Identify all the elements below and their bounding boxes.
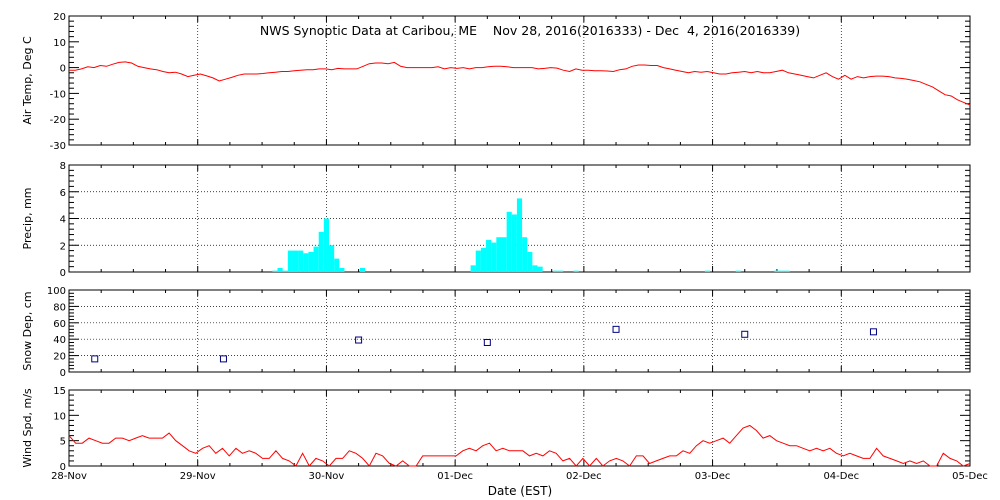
precip-bar: [287, 250, 293, 272]
y-axis-label: Precip, mm: [21, 188, 34, 250]
y-tick-label: 0: [60, 368, 66, 379]
precip-bar: [784, 270, 790, 272]
y-axis-label: Snow Dep, cm: [21, 291, 34, 370]
y-tick-label: -20: [50, 115, 66, 126]
snow-depth-point: [91, 355, 99, 363]
precip-bar: [486, 239, 492, 272]
series-line: [69, 61, 971, 106]
snow-depth-point: [869, 328, 877, 336]
x-tick-label: 05-Dec: [952, 471, 988, 482]
precip-bar: [480, 247, 487, 272]
y-tick-label: 80: [53, 302, 66, 313]
y-tick-label: 2: [60, 241, 66, 252]
precip-bar: [298, 250, 304, 272]
y-tick-label: 20: [53, 12, 66, 23]
precip-bar: [329, 245, 335, 272]
precip-bar: [532, 265, 538, 272]
precip-bar: [282, 270, 288, 272]
precip-bar: [339, 267, 345, 272]
precip-bar: [774, 270, 780, 272]
precip-bar: [323, 218, 330, 272]
precip-bar: [491, 242, 497, 272]
snow-depth-point: [483, 338, 491, 346]
precip-bar: [704, 270, 710, 272]
precip-bar: [318, 231, 324, 272]
series-line: [68, 424, 971, 467]
y-tick-label: 0: [60, 64, 66, 75]
precip-bar: [470, 265, 476, 272]
y-tick-label: 5: [60, 437, 66, 448]
precip-bar: [292, 250, 299, 272]
precip-bar: [511, 214, 517, 272]
y-tick-label: 0: [60, 462, 66, 473]
snow-depth-point: [219, 355, 227, 363]
y-tick-label: 20: [53, 352, 66, 363]
y-tick-label: 60: [53, 319, 66, 330]
y-tick-label: 15: [53, 386, 66, 397]
precip-bar: [506, 211, 512, 272]
precip-bar: [558, 270, 564, 272]
y-tick-label: 10: [53, 38, 66, 49]
y-tick-label: 100: [47, 286, 66, 297]
y-tick-label: -30: [50, 141, 66, 152]
x-tick-label: 04-Dec: [823, 471, 859, 482]
precip-bar: [537, 266, 543, 272]
precip-bar: [272, 270, 278, 272]
snow-depth-point: [612, 325, 620, 333]
precip-bar: [552, 270, 559, 272]
precip-bar: [496, 237, 502, 272]
precip-bar: [277, 267, 283, 272]
panel-frame: [68, 389, 971, 467]
y-tick-label: 40: [53, 335, 66, 346]
precip-bar: [735, 270, 741, 272]
x-axis-label: Date (EST): [488, 484, 552, 498]
precip-bar: [516, 198, 523, 272]
precip-bar: [334, 258, 340, 272]
x-tick-label: 03-Dec: [695, 471, 731, 482]
x-tick-label: 29-Nov: [180, 471, 216, 482]
precip-bar: [359, 267, 366, 272]
precip-bar: [522, 237, 528, 272]
precip-bar: [475, 250, 481, 272]
x-tick-label: 30-Nov: [308, 471, 344, 482]
y-tick-label: 0: [60, 268, 66, 279]
y-tick-label: 4: [60, 215, 66, 226]
panel-0: 20 10 0 -10 -20 -30 Air Temp, Deg C: [21, 12, 971, 152]
snow-depth-point: [741, 330, 749, 338]
precip-bar: [313, 246, 319, 272]
x-tick-label: 02-Dec: [566, 471, 602, 482]
y-tick-label: 10: [53, 411, 66, 422]
panel-2: 100 80 60 40 20 0 Snow Dep, cm: [21, 286, 971, 379]
x-tick-label: 01-Dec: [437, 471, 473, 482]
precip-bar: [779, 270, 785, 272]
panel-frame: [68, 289, 971, 373]
y-tick-label: 8: [60, 161, 66, 172]
precip-bar: [573, 270, 579, 272]
y-tick-label: 6: [60, 188, 66, 199]
precip-bar: [527, 251, 533, 272]
x-tick-label: 28-Nov: [51, 471, 87, 482]
snow-depth-point: [355, 336, 363, 344]
y-axis-label: Wind Spd, m/s: [21, 388, 34, 468]
y-axis-label: Air Temp, Deg C: [21, 36, 34, 125]
panel-3: 15 10 5 0 Wind Spd, m/s: [21, 386, 971, 473]
precip-bar: [308, 251, 314, 272]
precip-bar: [303, 253, 309, 272]
chart-title: NWS Synoptic Data at Caribou, ME Nov 28,…: [260, 23, 800, 38]
precip-bar: [501, 237, 507, 272]
panel-1: 8 6 4 2 0 Precip, mm: [21, 161, 971, 279]
y-tick-label: -10: [50, 89, 66, 100]
